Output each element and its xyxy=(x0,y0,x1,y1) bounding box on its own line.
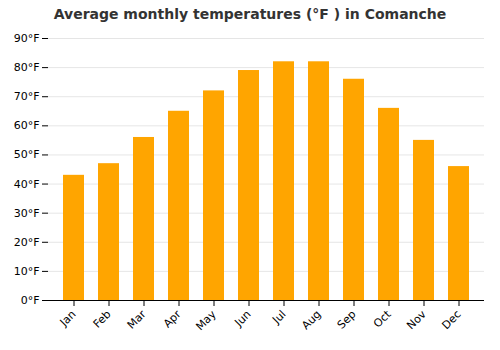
svg-text:Nov: Nov xyxy=(404,307,429,332)
svg-text:80°F: 80°F xyxy=(14,61,40,74)
svg-text:30°F: 30°F xyxy=(14,207,40,220)
svg-text:Mar: Mar xyxy=(125,307,149,331)
svg-text:Jun: Jun xyxy=(232,308,254,330)
svg-text:Apr: Apr xyxy=(161,307,184,330)
svg-text:60°F: 60°F xyxy=(14,119,40,132)
html-text:Average monthly temperatures (: Average monthly temperatures (°F ) in Co… xyxy=(53,6,447,22)
svg-text:May: May xyxy=(193,307,219,333)
svg-text:Feb: Feb xyxy=(91,308,114,331)
svg-text:40°F: 40°F xyxy=(14,178,40,191)
svg-text:Aug: Aug xyxy=(299,308,323,332)
svg-text:20°F: 20°F xyxy=(14,236,40,249)
svg-text:Dec: Dec xyxy=(439,308,463,332)
svg-text:Sep: Sep xyxy=(335,308,359,332)
svg-text:70°F: 70°F xyxy=(14,90,40,103)
svg-text:Jan: Jan xyxy=(57,308,79,330)
svg-text:90°F: 90°F xyxy=(14,32,40,45)
svg-text:50°F: 50°F xyxy=(14,148,40,161)
svg-text:Jul: Jul xyxy=(269,308,288,327)
svg-text:0°F: 0°F xyxy=(21,294,40,307)
svg-text:10°F: 10°F xyxy=(14,265,40,278)
svg-text:Oct: Oct xyxy=(371,307,394,330)
